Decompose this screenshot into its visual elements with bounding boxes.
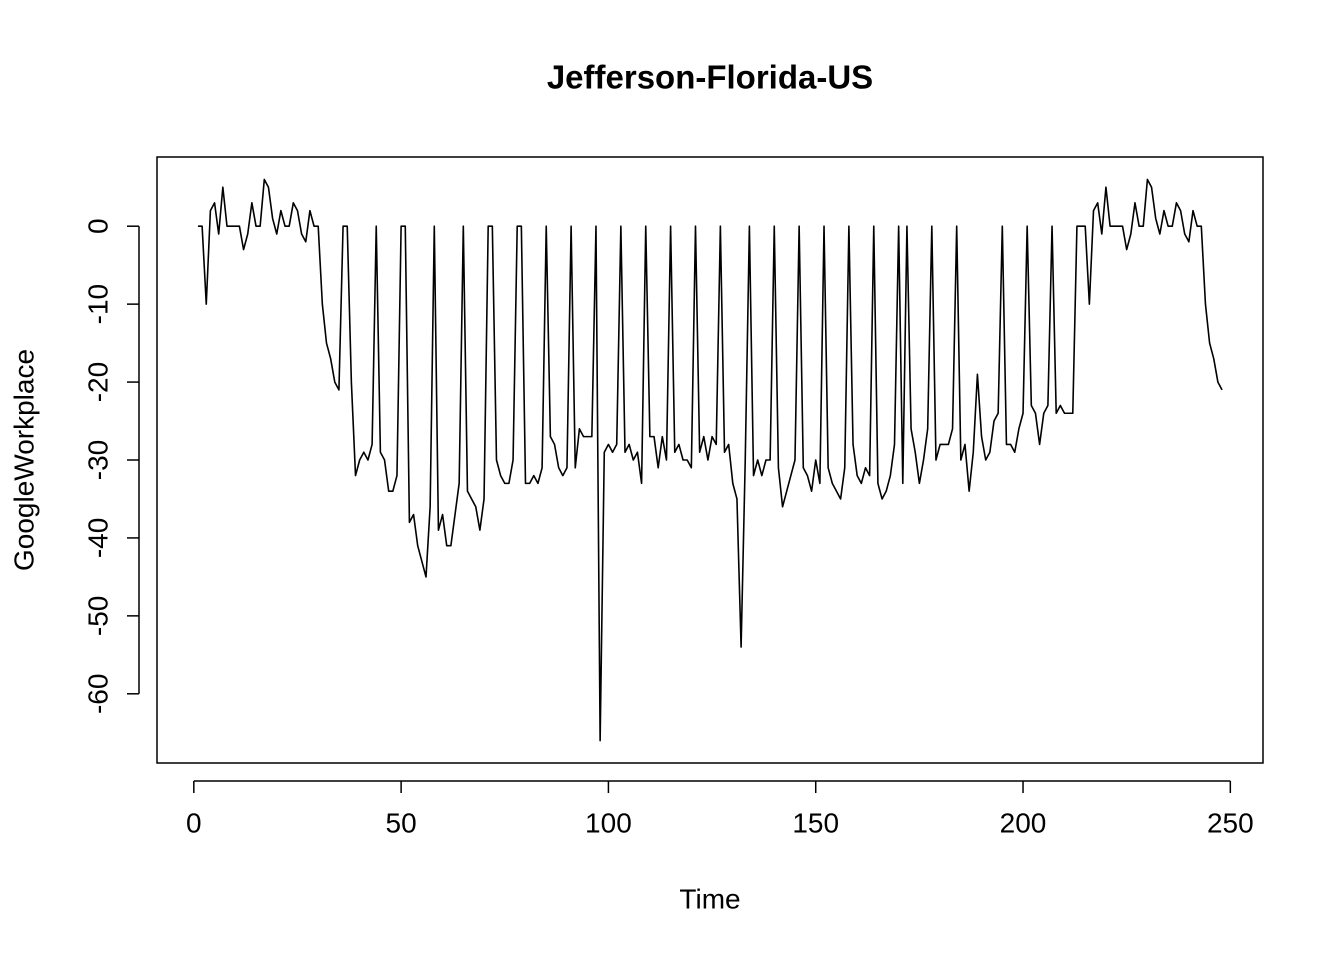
x-tick-label: 250 [1207, 807, 1254, 838]
y-tick-label: 0 [82, 218, 113, 234]
data-line [197, 178, 1223, 742]
chart-title: Jefferson-Florida-US [547, 59, 873, 96]
y-tick-label: -50 [82, 596, 113, 636]
plot-box [156, 156, 1264, 764]
y-axis-label: GoogleWorkplace [8, 349, 39, 571]
y-tick-label: -40 [82, 518, 113, 558]
y-tick-label: -60 [82, 674, 113, 714]
x-tick-label: 150 [792, 807, 839, 838]
y-tick-label: -20 [82, 362, 113, 402]
y-tick-label: -30 [82, 440, 113, 480]
x-axis-label: Time [679, 883, 740, 914]
x-tick-label: 200 [1000, 807, 1047, 838]
x-tick-label: 50 [386, 807, 417, 838]
y-tick-label: -10 [82, 284, 113, 324]
x-tick-label: 0 [186, 807, 202, 838]
x-tick-label: 100 [585, 807, 632, 838]
